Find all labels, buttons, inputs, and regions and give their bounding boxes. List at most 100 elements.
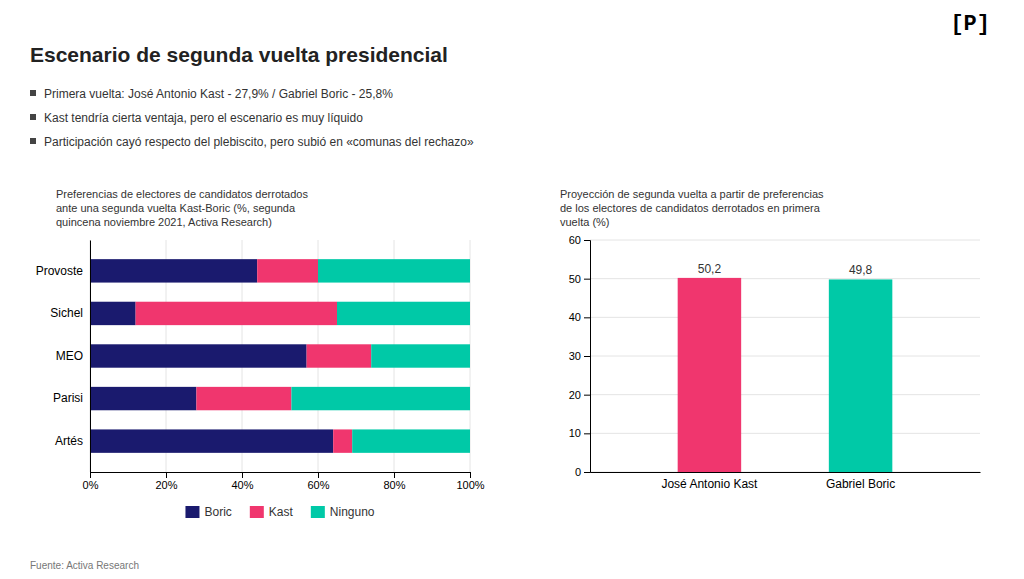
grid-line [590,278,980,279]
tick: 0% [83,472,99,491]
data-label: 50,2 [698,262,722,276]
bars [90,259,470,453]
tick: Artés [55,434,83,448]
tick-label: 40% [231,479,253,491]
bar [318,259,470,282]
tick-label: 100% [456,479,484,491]
bullet-text: Kast tendría cierta ventaja, pero el esc… [44,111,363,125]
legend-swatch [185,506,199,518]
tick-mark [584,240,590,241]
chart-title-line: ante una segunda vuelta Kast-Boric (%, s… [56,202,296,214]
chart-title-line: vuelta (%) [560,216,610,228]
bar [90,387,196,410]
chart-title-line: Preferencias de electores de candidatos … [56,188,308,200]
tick-mark [584,317,590,318]
axis-line [91,473,471,479]
grid-line [90,240,91,472]
bullet-text: Participación cayó respecto del plebisci… [44,135,474,149]
tick-label: 60 [569,234,581,246]
bar [257,259,318,282]
footer: Fuente: Activa Research [30,560,139,571]
legend-item: Kast [250,505,294,519]
page: [P]Escenario de segunda vuelta presidenc… [0,0,1024,579]
tick-label: 0 [575,466,581,478]
axis-line [584,241,591,473]
tick: Provoste [36,264,84,278]
axis-line [591,472,981,473]
tick: 60 [569,234,590,246]
bullet-square [30,90,36,96]
tick-label: 20% [155,479,177,491]
tick: MEO [56,349,83,363]
tick-mark [394,472,395,478]
bar [90,259,257,282]
legend-item: Boric [185,505,231,519]
tick-mark [584,433,590,434]
legend-swatch [250,506,264,518]
bar [337,302,470,325]
bar [333,429,352,452]
tick-label: José Antonio Kast [661,477,758,491]
tick-label: 40 [569,311,581,323]
legend-label: Ninguno [330,505,375,519]
tick: Sichel [50,306,83,320]
tick-label: 80% [383,479,405,491]
tick: 50 [569,273,590,285]
bar [136,302,337,325]
tick-mark [584,356,590,357]
legend-swatch [311,506,325,518]
tick: 20 [569,389,590,401]
legend-label: Kast [269,505,294,519]
bar [371,344,470,367]
chart: 0% 20% 40% 60% 80% 100% Provoste Sichel MEO Paris… [36,240,485,519]
tick-mark [166,472,167,478]
tick: 0 [575,466,590,478]
bullet-square [30,114,36,120]
tick-label: 20 [569,389,581,401]
tick-label: 10 [569,427,581,439]
y-axis: 0 10 20 30 40 50 60 [569,234,591,478]
chart-title-line: de los electores de candidatos derrotado… [560,202,821,214]
tick-mark [470,472,471,478]
tick-label: 30 [569,350,581,362]
legend-label: Boric [204,505,231,519]
tick-label: 50 [569,273,581,285]
tick-mark [242,472,243,478]
tick: 100% [456,472,484,491]
bullet-square [30,138,36,144]
bar [829,279,892,472]
bar [90,429,333,452]
data-labels: 50,249,8 [698,262,873,278]
tick-mark [318,472,319,478]
x-axis: 0% 20% 40% 60% 80% 100% [83,472,485,491]
tick: 80% [383,472,405,491]
y-axis: Provoste Sichel MEO Parisi Artés [36,241,91,473]
tick-mark [90,472,91,478]
chart-title-line: quincena noviembre 2021, Activa Research… [56,216,272,228]
tick-label: 0% [83,479,99,491]
x-axis: José Antonio KastGabriel Boric [591,473,981,491]
tick: 30 [569,350,590,362]
legend-item: Ninguno [311,505,375,519]
tick-label: Sichel [50,306,83,320]
logo: [P] [950,12,990,37]
tick-mark [584,395,590,396]
grid-line [590,433,980,434]
tick-label: Provoste [36,264,84,278]
tick-mark [584,279,590,280]
bar [352,429,470,452]
bar [90,344,307,367]
tick-label: Parisi [53,391,83,405]
bullet-text: Primera vuelta: José Antonio Kast - 27,9… [44,87,393,101]
chart-title: Preferencias de electores de candidatos … [56,188,308,228]
grid-line [590,394,980,395]
tick-label: 60% [307,479,329,491]
tick: José Antonio Kast [661,477,758,491]
bars [678,278,893,472]
grid [90,240,470,472]
chart-title: Proyección de segunda vuelta a partir de… [560,188,824,228]
bar [678,278,741,472]
tick-label: Artés [55,434,83,448]
legend: Boric Kast Ninguno [185,505,374,519]
grid-line [590,240,980,241]
